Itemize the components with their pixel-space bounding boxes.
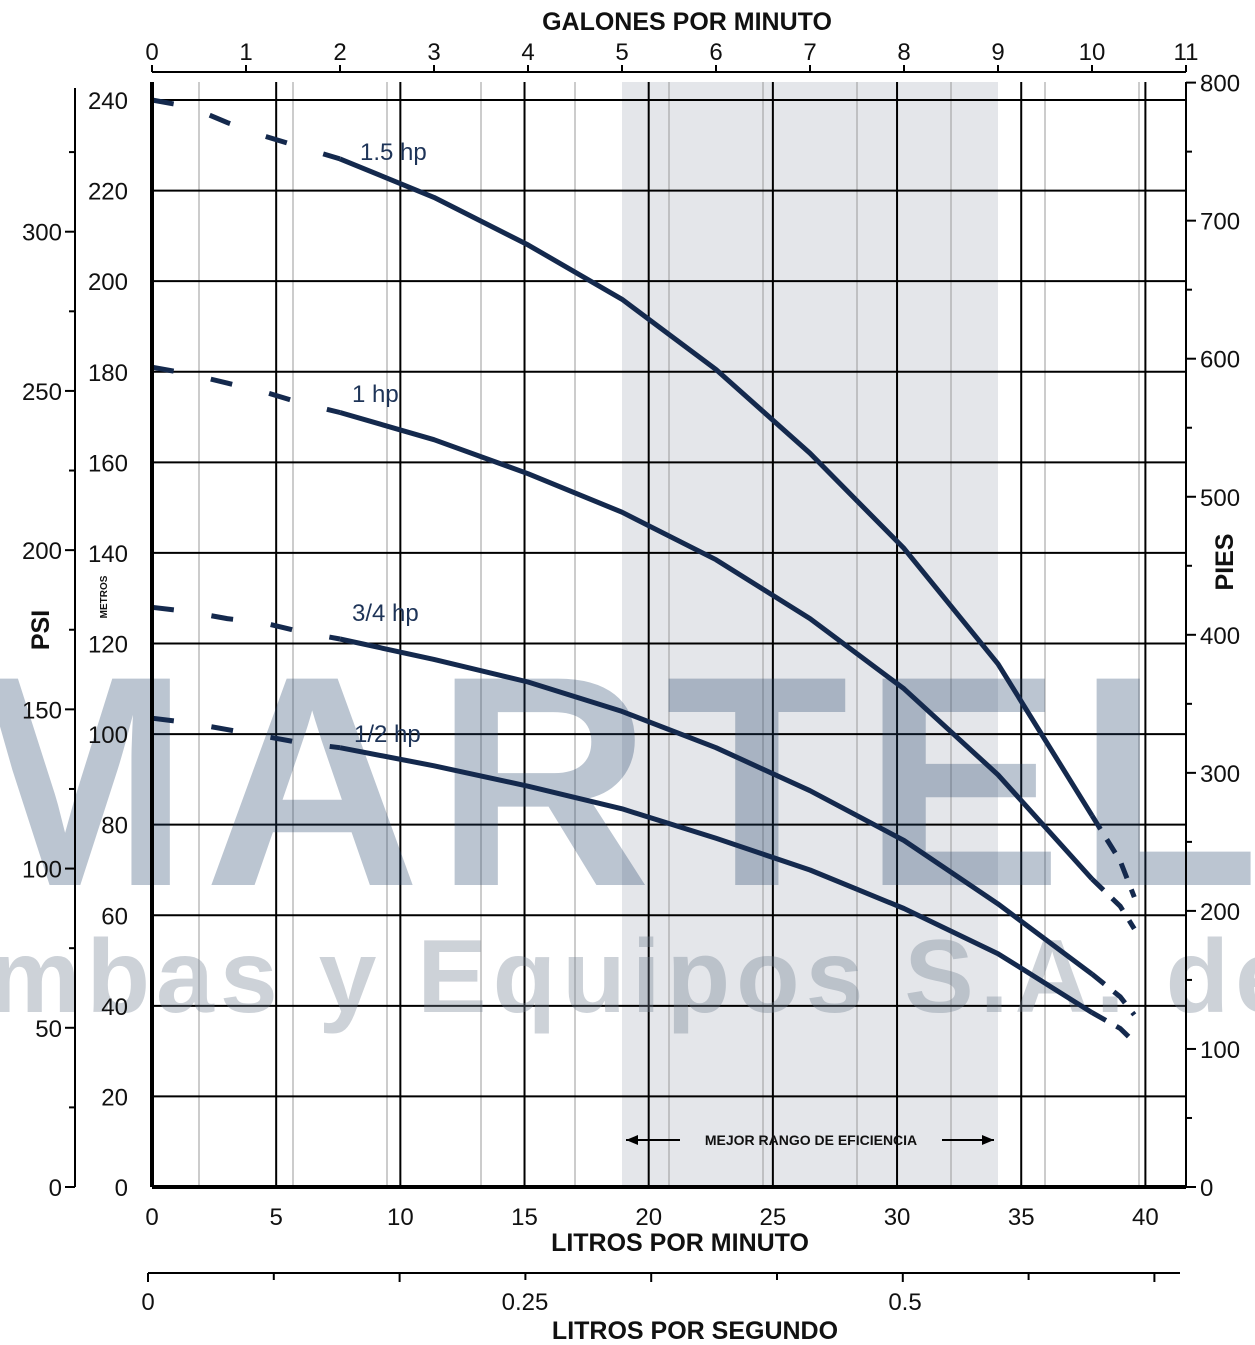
lpm-tick-label: 15 [511,1204,538,1231]
gpm-tick-label: 1 [239,39,252,66]
lpm-tick-label: 30 [884,1204,911,1231]
metros-tick-label: 240 [88,88,128,115]
grid-layer [151,82,1186,1188]
gpm-tick-label: 8 [897,39,910,66]
metros-tick-label: 100 [88,722,128,749]
seconds-axis-title: LITROS POR SEGUNDO [552,1317,838,1345]
pies-axis-title: PIES [1211,534,1239,591]
gpm-tick-label: 5 [615,39,628,66]
gpm-tick-label: 4 [521,39,534,66]
curve-label-2: 1 hp [352,381,399,408]
curve-label-1: 1.5 hp [360,139,427,166]
bottom-axis-title: LITROS POR MINUTO [551,1229,809,1257]
psi-tick-label: 200 [22,538,62,565]
lpm-tick-label: 40 [1132,1204,1159,1231]
metros-tick-label: 120 [88,632,128,659]
lpm-tick-label: 25 [760,1204,787,1231]
pies-tick-label: 300 [1200,761,1240,788]
curve-dashed-end [1090,972,1137,1017]
curve-dashed-start [151,364,341,415]
metros-tick-label: 200 [88,269,128,296]
metros-tick-label: 80 [101,813,128,840]
efficiency-band [622,82,998,1187]
metros-tick-label: 160 [88,450,128,477]
curve-solid [339,745,1094,1015]
pies-tick-label: 600 [1200,347,1240,374]
metros-tick-label: 20 [101,1084,128,1111]
curve-solid [339,410,1094,881]
top-axis-title: GALONES POR MINUTO [542,8,832,36]
metros-tick-label: 40 [101,994,128,1021]
psi-axis-title: PSI [27,610,55,650]
watermark: MARTELI mbas y Equipos S.A. de C.V. [0,613,1255,1035]
lpm-tick-label: 35 [1008,1204,1035,1231]
metros-tick-label: 60 [101,903,128,930]
curve-solid [339,156,1095,817]
metros-tick-label: 140 [88,541,128,568]
gpm-tick-label: 0 [145,39,158,66]
lpm-tick-label: 10 [387,1204,414,1231]
psi-tick-label: 50 [35,1016,62,1043]
metros-axis-title: METROS [99,575,110,618]
watermark-company-text: mbas y Equipos S.A. de C.V. [0,919,1255,1035]
pies-tick-label: 0 [1200,1175,1213,1202]
watermark-brand-text: MARTELI [0,613,1255,949]
pies-tick-label: 700 [1200,209,1240,236]
psi-tick-label: 0 [49,1175,62,1202]
psi-tick-label: 300 [22,220,62,247]
psi-tick-label: 250 [22,379,62,406]
gpm-tick-label: 11 [1174,39,1199,66]
pies-tick-label: 100 [1200,1037,1240,1064]
metros-tick-label: 0 [115,1175,128,1202]
gpm-tick-label: 3 [427,39,440,66]
efficiency-arrow-left-head [626,1135,638,1145]
efficiency-range-label: MEJOR RANGO DE EFICIENCIA [705,1132,917,1148]
pies-tick-label: 200 [1200,899,1240,926]
curve-dashed-end [1090,877,1137,931]
gpm-tick-label: 2 [333,39,346,66]
efficiency-band-layer [622,82,998,1187]
curve-label-3: 3/4 hp [352,600,419,627]
curve-dashed-end [1090,1010,1137,1044]
pies-tick-label: 500 [1200,485,1240,512]
lpm-tick-label: 5 [269,1204,282,1231]
psi-tick-label: 100 [22,857,62,884]
lpm-tick-label: 0 [145,1204,158,1231]
curve-dashed-start [151,97,341,162]
gpm-tick-label: 7 [803,39,816,66]
lps-tick-label: 0.25 [502,1289,549,1316]
lpm-tick-label: 20 [635,1204,662,1231]
curves-layer [151,97,1137,1044]
pies-tick-label: 800 [1200,71,1240,98]
efficiency-arrow-right-head [982,1135,994,1145]
gpm-tick-label: 6 [709,39,722,66]
lps-tick-label: 0.5 [888,1289,921,1316]
pies-tick-label: 400 [1200,623,1240,650]
lps-tick-label: 0 [141,1289,154,1316]
curve-label-4: 1/2 hp [354,721,421,748]
metros-tick-label: 220 [88,179,128,206]
metros-tick-label: 180 [88,360,128,387]
curve-solid [339,636,1094,977]
axes-layer: 0 1 2 3 4 5 6 7 8 9 10 110 5 10 15 20 25 30 35 400204060801… [22,39,1240,1316]
labels-layer: GALONES POR MINUTO LITROS POR MINUTO LIT… [27,8,1239,1345]
gpm-tick-label: 9 [991,39,1004,66]
psi-tick-label: 150 [22,697,62,724]
gpm-tick-label: 10 [1079,39,1106,66]
